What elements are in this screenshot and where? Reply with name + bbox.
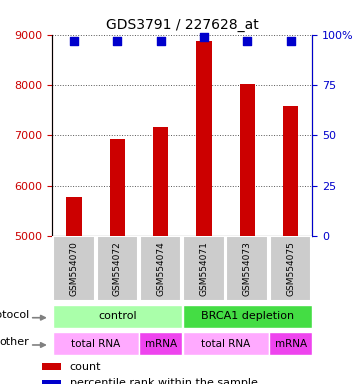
- Point: [201, 33, 207, 40]
- Bar: [140, 236, 182, 301]
- Bar: [183, 236, 225, 301]
- Bar: [196, 41, 212, 236]
- Point: [71, 38, 77, 44]
- Text: mRNA: mRNA: [145, 339, 177, 349]
- Bar: [110, 139, 125, 236]
- Text: GSM554070: GSM554070: [70, 242, 78, 296]
- Point: [288, 38, 293, 44]
- Title: GDS3791 / 227628_at: GDS3791 / 227628_at: [106, 18, 259, 32]
- Text: other: other: [0, 338, 29, 348]
- Bar: [96, 236, 138, 301]
- Bar: [270, 236, 312, 301]
- Bar: [153, 127, 168, 236]
- Bar: [240, 84, 255, 236]
- Point: [158, 38, 164, 44]
- Text: count: count: [70, 362, 101, 372]
- Bar: [66, 197, 82, 236]
- Bar: [42, 379, 61, 384]
- Bar: [269, 332, 312, 356]
- Bar: [53, 305, 182, 328]
- Bar: [53, 332, 139, 356]
- Bar: [183, 332, 269, 356]
- Text: GSM554073: GSM554073: [243, 242, 252, 296]
- Point: [114, 38, 120, 44]
- Bar: [283, 106, 298, 236]
- Text: GSM554075: GSM554075: [286, 242, 295, 296]
- Bar: [42, 363, 61, 371]
- Text: percentile rank within the sample: percentile rank within the sample: [70, 378, 258, 384]
- Bar: [53, 236, 95, 301]
- Point: [244, 38, 250, 44]
- Text: GSM554072: GSM554072: [113, 242, 122, 296]
- Text: GSM554071: GSM554071: [200, 242, 208, 296]
- Text: total RNA: total RNA: [71, 339, 120, 349]
- Bar: [139, 332, 182, 356]
- Text: BRCA1 depletion: BRCA1 depletion: [201, 311, 294, 321]
- Text: protocol: protocol: [0, 310, 29, 320]
- Text: GSM554074: GSM554074: [156, 242, 165, 296]
- Text: control: control: [98, 311, 136, 321]
- Bar: [183, 305, 312, 328]
- Bar: [226, 236, 268, 301]
- Text: mRNA: mRNA: [275, 339, 306, 349]
- Text: total RNA: total RNA: [201, 339, 250, 349]
